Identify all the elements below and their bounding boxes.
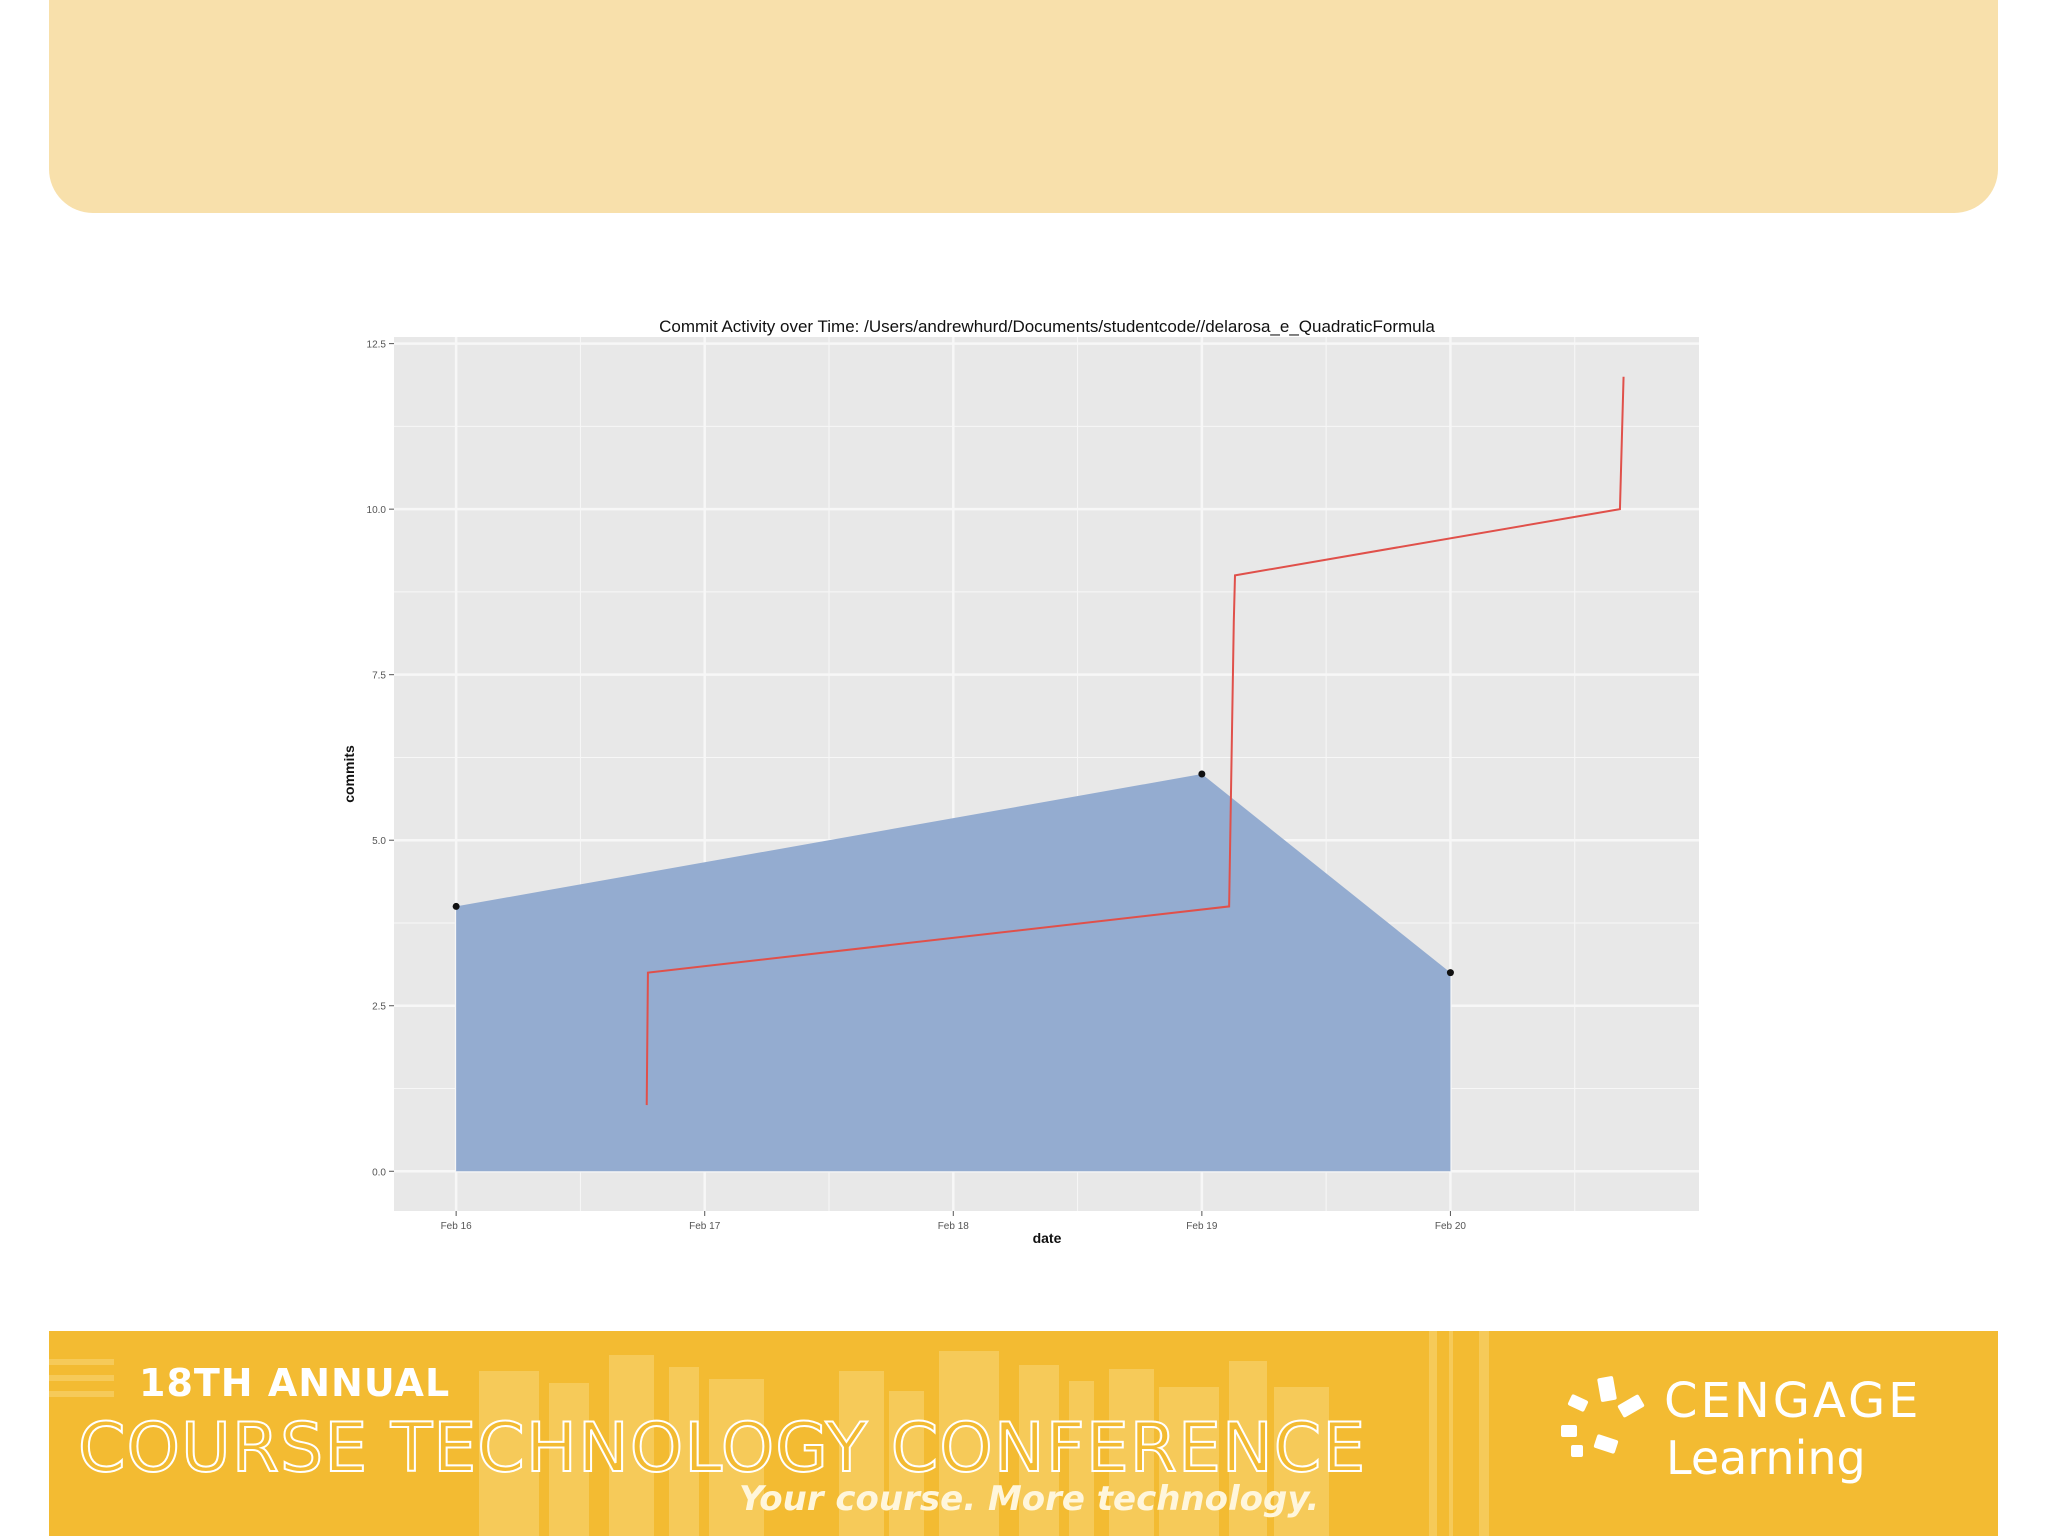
- commit-points: [452, 770, 1454, 977]
- x-tick-label: Feb 16: [441, 1221, 473, 1232]
- commit-area: [456, 774, 1451, 1172]
- cumulative-line: [645, 376, 1625, 1106]
- x-axis-label: date: [1033, 1230, 1062, 1246]
- commit-point: [1198, 770, 1206, 778]
- commit-point: [452, 902, 460, 910]
- y-tick-label: 0.0: [372, 1167, 386, 1178]
- y-tick-label: 2.5: [372, 1002, 386, 1013]
- commit-point: [1446, 969, 1454, 977]
- conference-name: COURSE TECHNOLOGY CONFERENCE: [77, 1408, 1367, 1489]
- y-axis-label: commits: [341, 745, 357, 803]
- commit-activity-chart: Feb 16 Feb 17 Feb 18 Feb 19 Feb 20 0.0 2.5 5.0 7…: [341, 317, 1699, 1246]
- brand-name: CENGAGE: [1664, 1373, 1922, 1429]
- x-tick-label: Feb 20: [1435, 1221, 1467, 1232]
- conference-tagline: Your course. More technology.: [739, 1479, 1320, 1519]
- x-tick-label: Feb 18: [938, 1221, 970, 1232]
- title-banner: [49, 0, 1998, 213]
- y-tick-label: 10.0: [367, 505, 387, 516]
- x-tick-label: Feb 17: [689, 1221, 721, 1232]
- axis-ticks: Feb 16 Feb 17 Feb 18 Feb 19 Feb 20 0.0 2.5 5.0 7…: [367, 340, 1467, 1232]
- cengage-logo-icon: [1561, 1376, 1645, 1457]
- y-tick-label: 12.5: [367, 340, 387, 351]
- x-tick-label: Feb 19: [1186, 1221, 1218, 1232]
- chart-title: Commit Activity over Time: /Users/andrew…: [659, 317, 1435, 336]
- conference-edition: 18TH ANNUAL: [139, 1361, 451, 1405]
- skyline-graphic: [49, 1331, 1489, 1536]
- y-tick-label: 5.0: [372, 836, 386, 847]
- y-tick-label: 7.5: [372, 671, 386, 682]
- conference-footer: 18TH ANNUAL COURSE TECHNOLOGY CONFERENCE…: [49, 1331, 1998, 1536]
- brand-subname: Learning: [1666, 1431, 1866, 1485]
